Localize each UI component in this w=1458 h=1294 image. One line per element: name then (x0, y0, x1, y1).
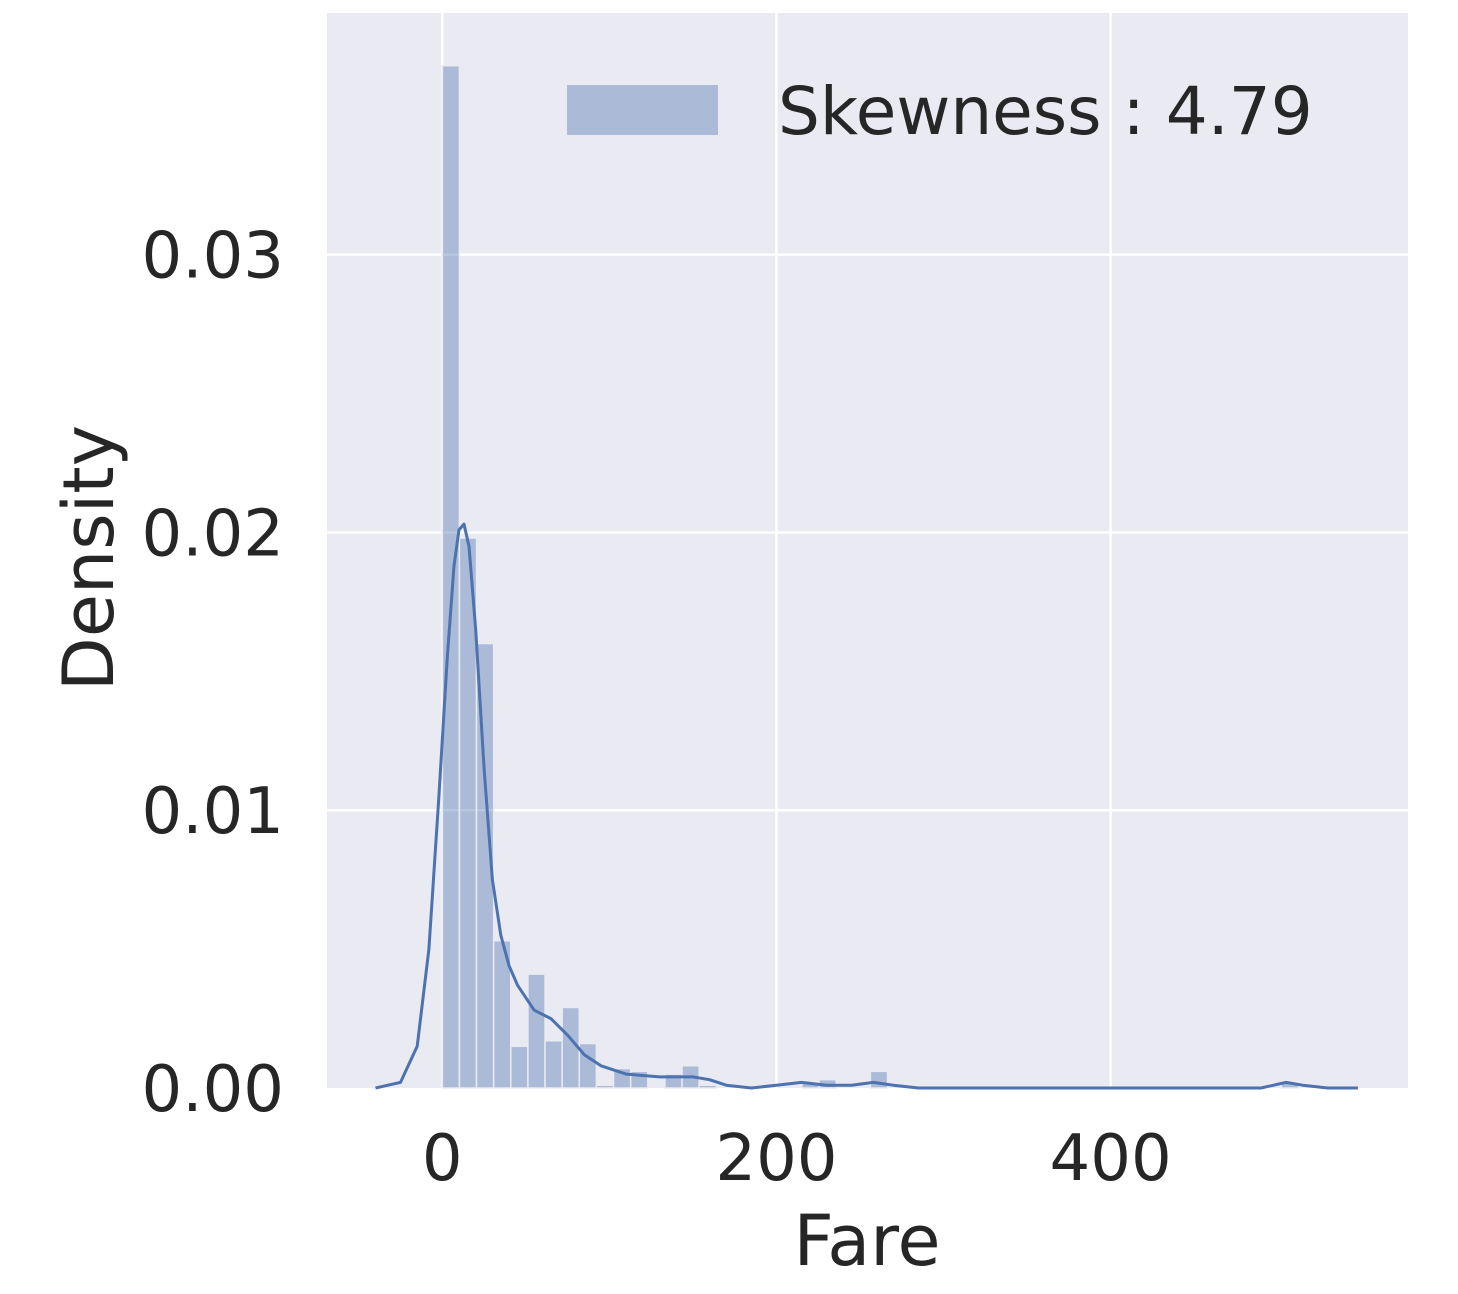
histogram-bars (441, 65, 1300, 1089)
histogram-bar (527, 973, 546, 1089)
legend-label: Skewness : 4.79 (778, 73, 1313, 150)
histogram-bar (595, 1084, 615, 1089)
y-tick-label: 0.01 (142, 775, 285, 849)
plot-area-background (327, 13, 1408, 1088)
x-tick-label: 0 (422, 1122, 463, 1196)
histogram-bar (544, 1040, 563, 1089)
legend: Skewness : 4.79 (567, 73, 1313, 150)
histogram-bar (510, 1045, 529, 1089)
y-axis-title: Density (48, 425, 130, 691)
histogram-bar (441, 65, 461, 1089)
kde-line (375, 522, 1358, 1090)
y-tick-labels: 0.00 0.01 0.02 0.03 (142, 220, 285, 1127)
kde-curve (375, 522, 1358, 1090)
x-tick-labels: 0 200 400 (422, 1122, 1172, 1196)
legend-swatch (567, 85, 718, 135)
histogram-bar (698, 1084, 718, 1089)
y-tick-label: 0.03 (142, 220, 285, 294)
y-tick-label: 0.00 (142, 1053, 285, 1127)
histogram-bar (475, 642, 495, 1089)
x-tick-label: 400 (1050, 1122, 1172, 1196)
x-tick-label: 200 (715, 1122, 837, 1196)
y-tick-label: 0.02 (142, 497, 285, 571)
x-axis-title: Fare (793, 1200, 940, 1282)
